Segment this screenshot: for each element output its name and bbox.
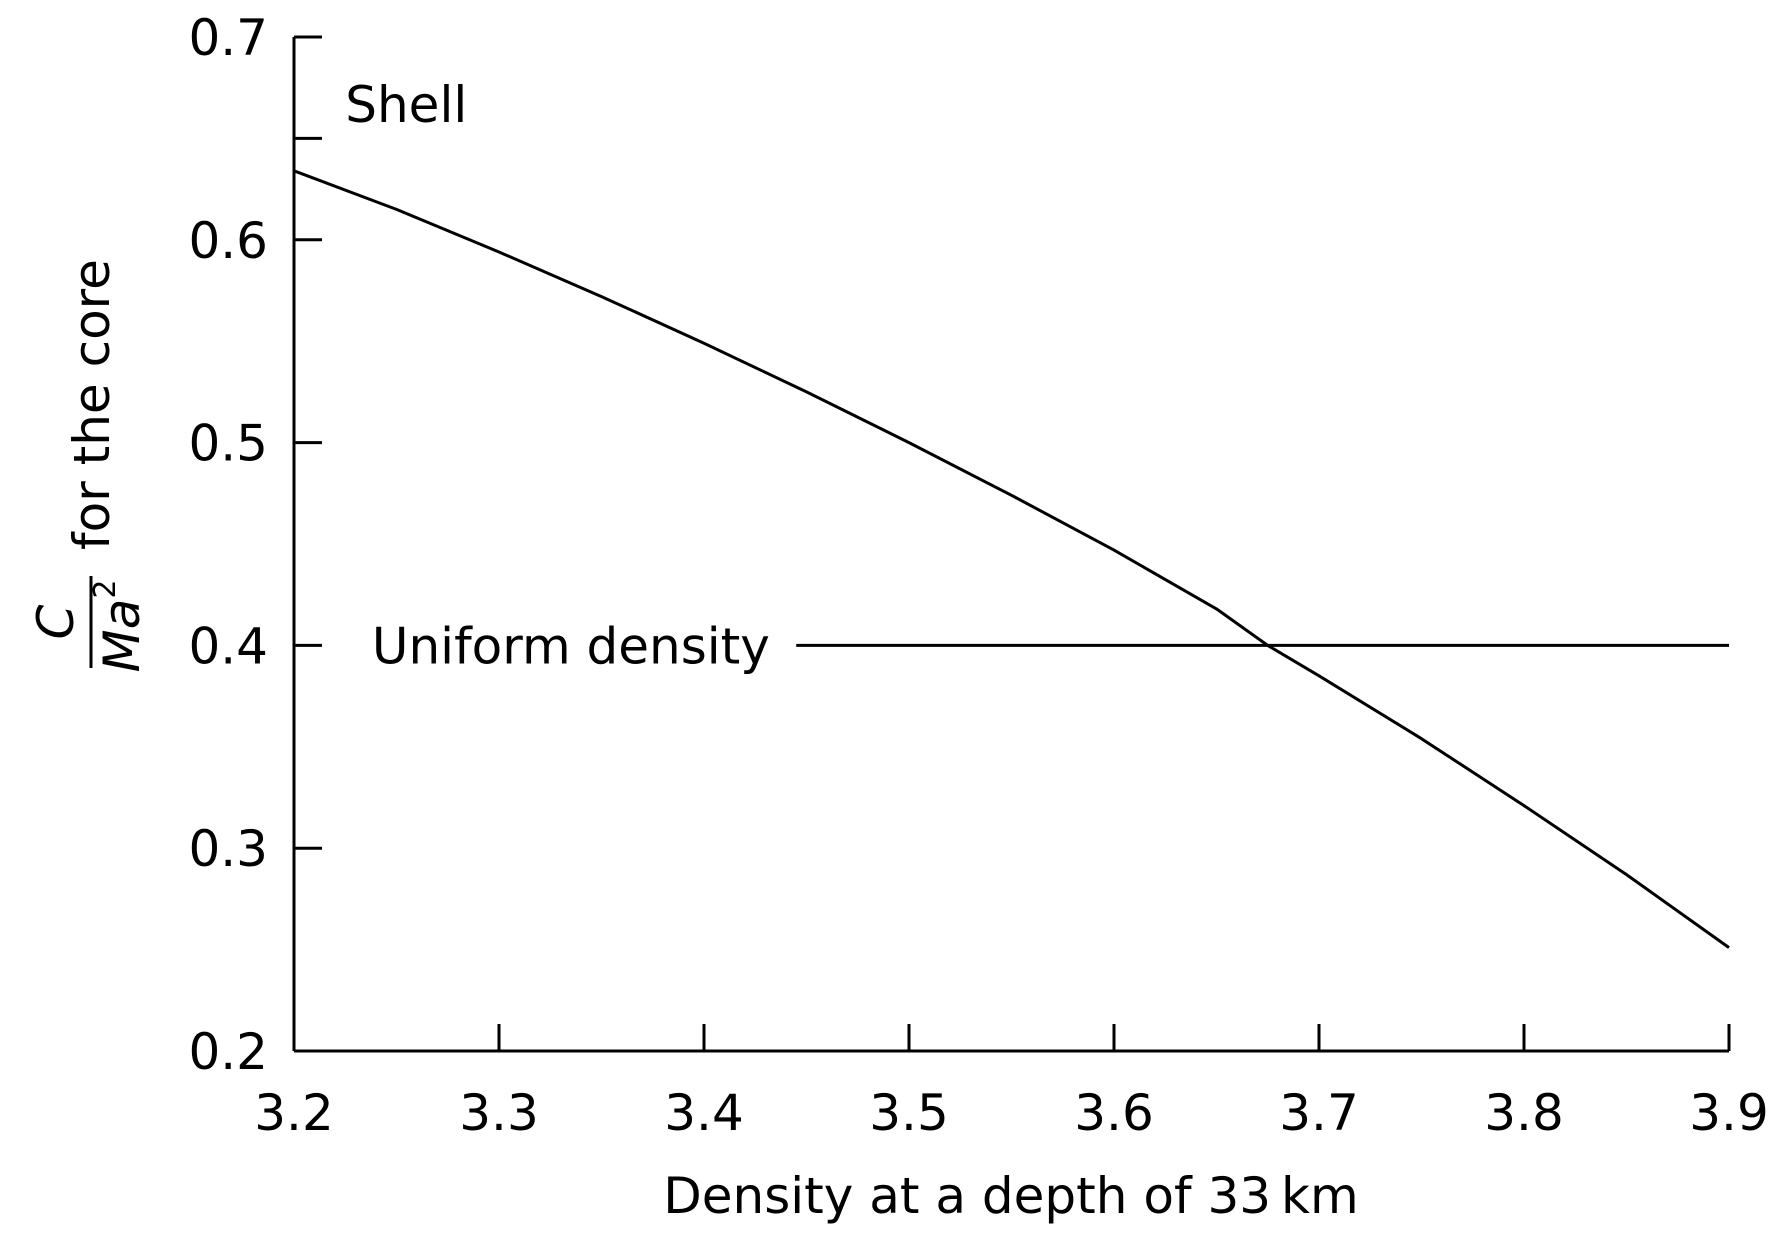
series (293, 169, 1730, 949)
x-tick-label: 3.2 (254, 1084, 334, 1142)
y-tick-label: 0.4 (188, 617, 268, 675)
y-tick-label: 0.3 (188, 820, 268, 878)
x-tick-label: 3.4 (664, 1084, 744, 1142)
x-axis-label: Density at a depth of 33 km (663, 1167, 1358, 1225)
x-tick-label: 3.5 (869, 1084, 949, 1142)
y-axis-label-denominator: Ma2 (88, 580, 151, 673)
series-line-shell (293, 169, 1730, 949)
y-axis-label-denominator-base: Ma (93, 599, 151, 673)
ticks: 3.2 3.3 3.4 3.5 3.6 3.7 3.8 3.9 0.2 0.3 0.4 0.5 0.6 0… (188, 9, 1768, 1142)
y-axis-label-suffix: for the core (63, 259, 121, 550)
annotations: Shell Uniform density (345, 76, 770, 675)
x-tick-label: 3.7 (1279, 1084, 1359, 1142)
y-tick-label: 0.6 (188, 212, 268, 270)
annotation-shell: Shell (345, 76, 467, 134)
y-axis-label: C Ma2 for the core (27, 259, 151, 672)
y-tick-label: 0.2 (188, 1023, 268, 1081)
x-tick-label: 3.6 (1074, 1084, 1154, 1142)
y-tick-label: 0.7 (188, 9, 268, 67)
axes (292, 37, 1729, 1053)
x-tick-label: 3.3 (459, 1084, 539, 1142)
annotation-uniform-density: Uniform density (372, 617, 770, 675)
y-axis-label-numerator: C (27, 604, 85, 639)
x-tick-label: 3.9 (1689, 1084, 1769, 1142)
x-tick-label: 3.8 (1484, 1084, 1564, 1142)
y-tick-label: 0.5 (188, 415, 268, 473)
y-axis-label-denominator-sup: 2 (88, 580, 123, 599)
